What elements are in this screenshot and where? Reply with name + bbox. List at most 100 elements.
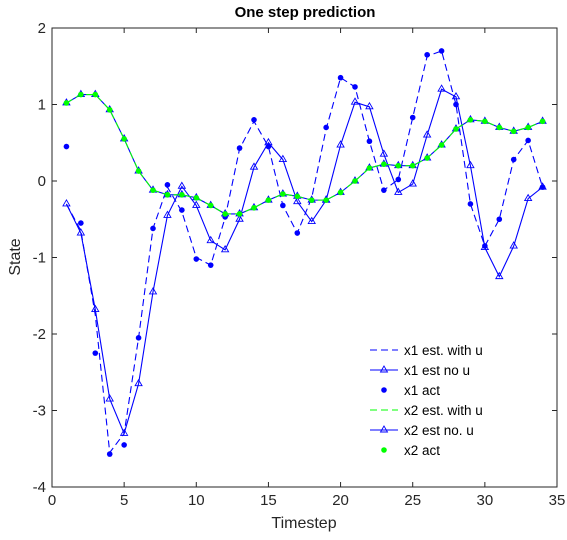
series-2-point-3 bbox=[106, 451, 113, 457]
series-1-point-0 bbox=[62, 199, 71, 207]
series-5-point-31 bbox=[510, 128, 517, 135]
series-5-point-8 bbox=[179, 191, 185, 198]
legend-entry-3: x2 est. with u bbox=[370, 403, 483, 418]
series-2-point-0 bbox=[63, 143, 70, 150]
series-5-point-7 bbox=[164, 191, 171, 198]
series-2-point-23 bbox=[395, 176, 402, 183]
series-5-point-26 bbox=[438, 142, 445, 148]
series-5-point-21 bbox=[366, 165, 373, 171]
x-tick-label: 20 bbox=[332, 492, 349, 509]
series-5-point-14 bbox=[265, 197, 272, 203]
chart-title: One step prediction bbox=[235, 4, 376, 21]
legend-label: x2 act bbox=[404, 443, 440, 458]
series-2-point-30 bbox=[496, 216, 503, 223]
series-1-point-7 bbox=[163, 210, 172, 218]
series-5-point-25 bbox=[424, 155, 430, 161]
y-tick-label: -4 bbox=[33, 479, 46, 496]
series-5-point-4 bbox=[121, 136, 127, 142]
series-2-point-9 bbox=[193, 256, 200, 262]
series-1-point-17 bbox=[307, 216, 316, 224]
series-5-point-6 bbox=[150, 187, 156, 193]
series-1-point-32 bbox=[523, 193, 533, 202]
series-2-point-2 bbox=[92, 350, 99, 356]
series-1-point-22 bbox=[379, 149, 389, 157]
x-tick-label: 35 bbox=[549, 492, 566, 509]
y-tick-label: 0 bbox=[38, 173, 46, 190]
series-1-point-13 bbox=[249, 162, 259, 170]
series-1-point-11 bbox=[220, 244, 230, 253]
series-1-point-2 bbox=[91, 304, 100, 312]
y-tick-label: -2 bbox=[33, 326, 46, 343]
series-5-point-9 bbox=[193, 195, 200, 201]
y-tick-label: -1 bbox=[33, 250, 46, 267]
legend-marker bbox=[379, 425, 389, 433]
legend-label: x1 est. with u bbox=[404, 343, 483, 358]
series-1-point-26 bbox=[437, 84, 446, 92]
series-5-point-19 bbox=[337, 189, 344, 196]
legend-entry-1: x1 est no u bbox=[370, 363, 470, 378]
series-2-point-7 bbox=[164, 182, 171, 188]
legend-label: x1 act bbox=[404, 383, 440, 398]
series-5-point-28 bbox=[467, 117, 474, 123]
series-2-point-1 bbox=[78, 220, 84, 226]
series-1-point-23 bbox=[394, 187, 403, 195]
series-2-point-32 bbox=[525, 137, 531, 144]
series-1-point-31 bbox=[509, 241, 518, 249]
y-tick-label: -3 bbox=[33, 403, 46, 420]
series-2 bbox=[63, 48, 546, 457]
series-5-point-23 bbox=[395, 162, 402, 169]
series-2-point-28 bbox=[467, 201, 474, 207]
series-2-point-15 bbox=[280, 202, 286, 209]
series-1-point-25 bbox=[422, 130, 432, 138]
series-5-point-33 bbox=[539, 118, 546, 125]
series-5-point-10 bbox=[207, 202, 214, 209]
series-5-point-27 bbox=[453, 126, 459, 132]
series-2-point-33 bbox=[539, 184, 546, 190]
series-2-point-27 bbox=[453, 101, 459, 108]
x-tick-label: 0 bbox=[48, 492, 56, 509]
series-1-point-20 bbox=[350, 97, 360, 105]
series-2-point-5 bbox=[135, 335, 142, 341]
series-1-point-30 bbox=[495, 271, 504, 280]
series-2-point-22 bbox=[381, 187, 387, 193]
series-5-point-17 bbox=[308, 197, 315, 203]
series-5-point-22 bbox=[381, 161, 387, 167]
series-2-point-31 bbox=[510, 156, 517, 163]
series-5-point-32 bbox=[525, 124, 531, 131]
series-1-point-19 bbox=[336, 140, 345, 148]
legend-label: x1 est no u bbox=[404, 363, 470, 378]
series-2-point-13 bbox=[251, 117, 257, 123]
series-5 bbox=[63, 91, 546, 217]
series-1-point-12 bbox=[235, 214, 244, 222]
series-5-point-18 bbox=[323, 197, 329, 203]
series-line-1 bbox=[65, 88, 543, 436]
series-1-point-5 bbox=[134, 378, 143, 387]
series-5-point-0 bbox=[63, 100, 70, 106]
series-5-point-29 bbox=[482, 118, 488, 125]
x-tick-label: 5 bbox=[120, 492, 128, 509]
legend: x1 est. with u x1 est no u x1 act x2 est. w… bbox=[370, 343, 483, 458]
series-5-point-11 bbox=[222, 211, 228, 217]
legend-entry-4: x2 est no. u bbox=[370, 423, 474, 438]
series-5-point-2 bbox=[92, 91, 99, 98]
plot-area bbox=[51, 27, 558, 488]
series-0 bbox=[65, 50, 544, 455]
series-2-point-25 bbox=[424, 51, 430, 58]
legend-marker bbox=[381, 387, 387, 393]
series-1-point-16 bbox=[293, 196, 302, 205]
series-5-point-15 bbox=[280, 191, 286, 197]
series-5-point-12 bbox=[236, 211, 243, 217]
series-2-point-12 bbox=[236, 145, 243, 151]
series-1-point-28 bbox=[466, 160, 475, 169]
legend-entry-0: x1 est. with u bbox=[370, 343, 483, 358]
x-tick-label: 30 bbox=[477, 492, 494, 509]
series-5-point-24 bbox=[409, 162, 416, 169]
series-5-point-16 bbox=[294, 193, 301, 200]
series-2-point-10 bbox=[207, 262, 214, 268]
series-2-point-26 bbox=[438, 48, 445, 54]
series-2-point-16 bbox=[294, 230, 301, 236]
y-axis-label: State bbox=[7, 238, 24, 275]
series-1-point-24 bbox=[408, 179, 417, 187]
